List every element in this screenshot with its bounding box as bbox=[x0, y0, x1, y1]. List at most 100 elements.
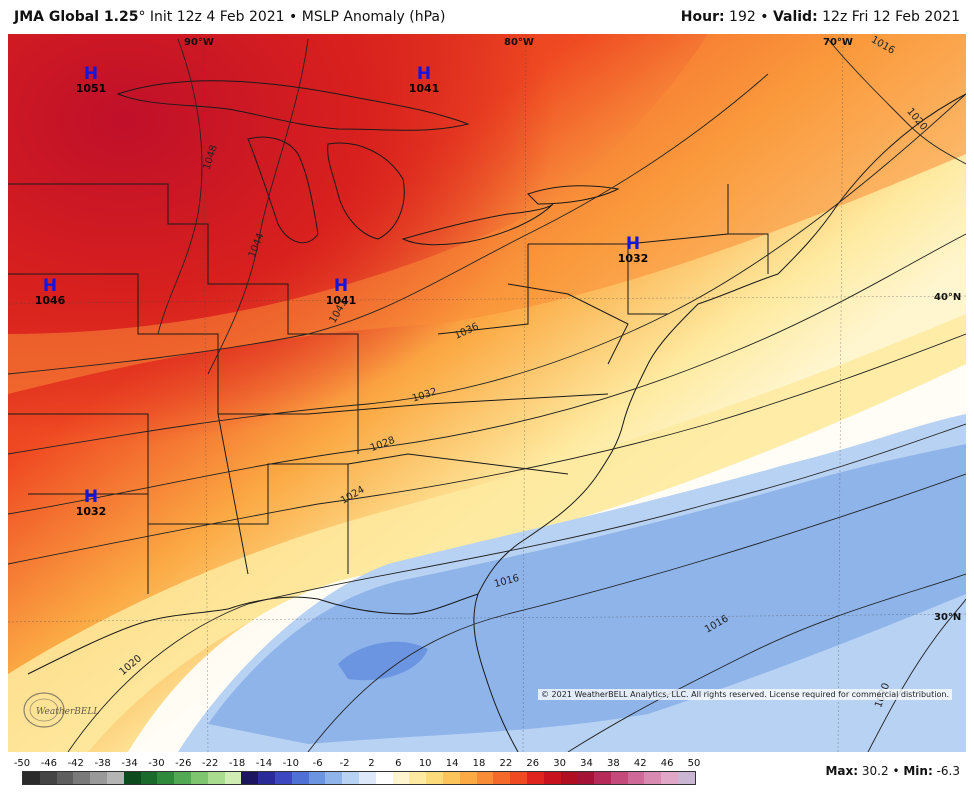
colorbar-swatch bbox=[207, 772, 225, 784]
colorbar-swatch bbox=[661, 772, 679, 784]
separator-bullet: • bbox=[892, 764, 900, 778]
colorbar-tick-label: -30 bbox=[148, 758, 165, 769]
colorbar-swatch bbox=[174, 772, 191, 784]
colorbar-tick-label: 38 bbox=[606, 758, 620, 769]
isobar-1044 bbox=[207, 38, 309, 375]
isobar-1048 bbox=[157, 38, 203, 335]
colorbar-swatch bbox=[291, 772, 309, 784]
high-value: 1032 bbox=[75, 505, 107, 518]
neutral-band bbox=[128, 364, 966, 752]
separator-bullet: • bbox=[760, 9, 769, 25]
valid-value: 12z Fri 12 Feb 2021 bbox=[822, 9, 960, 25]
colorbar-swatch bbox=[241, 772, 259, 784]
high-symbol: H bbox=[83, 487, 99, 507]
colorbar-swatch bbox=[73, 772, 91, 784]
colorbar-tick-label: -22 bbox=[201, 758, 219, 769]
colorbar-tick-label: 34 bbox=[580, 758, 593, 769]
high-pressure-marker: H 1032 bbox=[66, 488, 116, 518]
model-name: JMA Global 1.25 bbox=[14, 9, 139, 25]
high-symbol: H bbox=[83, 64, 99, 84]
isobar-1020 bbox=[67, 423, 966, 752]
colorbar-swatch bbox=[610, 772, 628, 784]
colorbar-swatch bbox=[157, 772, 175, 784]
lat-label: 30°N bbox=[934, 612, 962, 623]
colorbar-swatch bbox=[543, 772, 561, 784]
colorbar-tick-label: 6 bbox=[395, 758, 402, 769]
colorbar-tick-label: -10 bbox=[282, 758, 299, 769]
colorbar-tick-label: -26 bbox=[175, 758, 192, 769]
colorbar-swatch bbox=[56, 772, 74, 784]
colorbar-swatch bbox=[342, 772, 359, 784]
colorbar-tick-label: -46 bbox=[40, 758, 58, 769]
colorbar-tick-label: -2 bbox=[339, 758, 350, 769]
high-pressure-marker: H 1032 bbox=[608, 235, 658, 265]
colorbar-swatch bbox=[577, 772, 595, 784]
colorbar-swatch bbox=[476, 772, 494, 784]
high-value: 1032 bbox=[617, 252, 649, 265]
colorbar-swatch bbox=[510, 772, 527, 784]
colorbar-swatch bbox=[190, 772, 208, 784]
colorbar-swatch bbox=[459, 772, 477, 784]
isobar-1024 bbox=[8, 333, 966, 565]
colorbar-swatch bbox=[493, 772, 511, 784]
hour-label: Hour: bbox=[680, 9, 725, 25]
init-time: Init 12z 4 Feb 2021 bbox=[149, 9, 285, 25]
colorbar-tick-label: -38 bbox=[94, 758, 111, 769]
product-name: MSLP Anomaly (hPa) bbox=[301, 9, 446, 25]
isobar-1020-southeast bbox=[867, 598, 966, 752]
colorbar-swatch bbox=[594, 772, 611, 784]
high-value: 1041 bbox=[325, 294, 357, 307]
colorbar-swatches bbox=[22, 771, 696, 785]
colorbar-swatch bbox=[308, 772, 326, 784]
colorbar-tick-label: -6 bbox=[312, 758, 323, 769]
map-title: JMA Global 1.25° Init 12z 4 Feb 2021 • M… bbox=[14, 9, 445, 25]
high-symbol: H bbox=[416, 64, 432, 84]
colorbar-swatch bbox=[426, 772, 443, 784]
colorbar-swatch bbox=[106, 772, 124, 784]
colorbar-swatch bbox=[678, 772, 695, 784]
high-pressure-marker: H 1046 bbox=[25, 277, 75, 307]
colorbar-swatch bbox=[140, 772, 158, 784]
colorbar-tick-label: 22 bbox=[499, 758, 513, 769]
colorbar-swatch bbox=[644, 772, 662, 784]
colorbar-tick-label: -42 bbox=[67, 758, 84, 769]
colorbar-tick-label: -14 bbox=[255, 758, 273, 769]
colorbar-swatch bbox=[358, 772, 376, 784]
colorbar-swatch bbox=[526, 772, 544, 784]
max-label: Max: bbox=[825, 764, 859, 778]
colorbar-swatch bbox=[274, 772, 292, 784]
colorbar-tick-label: 2 bbox=[368, 758, 375, 769]
high-pressure-marker: H 1051 bbox=[66, 65, 116, 95]
colorbar-swatch bbox=[258, 772, 275, 784]
degree-symbol: ° bbox=[138, 9, 146, 25]
colorbar-ticks: -50 -46 -42 -38 -34 -30 -26 -22 -18 -14 -10 -6 -2 2 6 1… bbox=[14, 758, 701, 770]
colorbar-swatch bbox=[375, 772, 393, 784]
colorbar-tick-label: 30 bbox=[553, 758, 566, 769]
orange-band bbox=[8, 34, 966, 394]
min-value: -6.3 bbox=[936, 764, 960, 778]
valid-label: Valid: bbox=[772, 9, 818, 25]
colorbar-swatch bbox=[224, 772, 242, 784]
colorbar-tick-label: 18 bbox=[472, 758, 486, 769]
high-symbol: H bbox=[625, 234, 641, 254]
colorbar-tick-label: 26 bbox=[526, 758, 540, 769]
lon-label: 70°W bbox=[823, 37, 853, 48]
colorbar-swatch bbox=[392, 772, 410, 784]
high-symbol: H bbox=[333, 276, 349, 296]
colorbar-tick-label: 50 bbox=[687, 758, 701, 769]
lon-label: 90°W bbox=[184, 37, 214, 48]
colorbar-legend: -50 -46 -42 -38 -34 -30 -26 -22 -18 -14 -10 -6 -2 2 6 1… bbox=[14, 758, 701, 798]
colorbar-swatch bbox=[627, 772, 645, 784]
lon-label: 80°W bbox=[504, 37, 534, 48]
high-value: 1046 bbox=[34, 294, 66, 307]
colorbar-tick-label: -34 bbox=[121, 758, 138, 769]
logo-graphic: WeatherBELL bbox=[23, 692, 99, 728]
lat-label: 40°N bbox=[934, 292, 962, 303]
max-value: 30.2 bbox=[861, 764, 889, 778]
isobar-1028 bbox=[8, 233, 966, 515]
colorbar-swatch bbox=[442, 772, 460, 784]
high-pressure-marker: H 1041 bbox=[399, 65, 449, 95]
copyright-notice: © 2021 WeatherBELL Analytics, LLC. All r… bbox=[538, 689, 952, 700]
high-value: 1051 bbox=[75, 82, 107, 95]
colorbar-tick-label: -50 bbox=[13, 758, 31, 769]
